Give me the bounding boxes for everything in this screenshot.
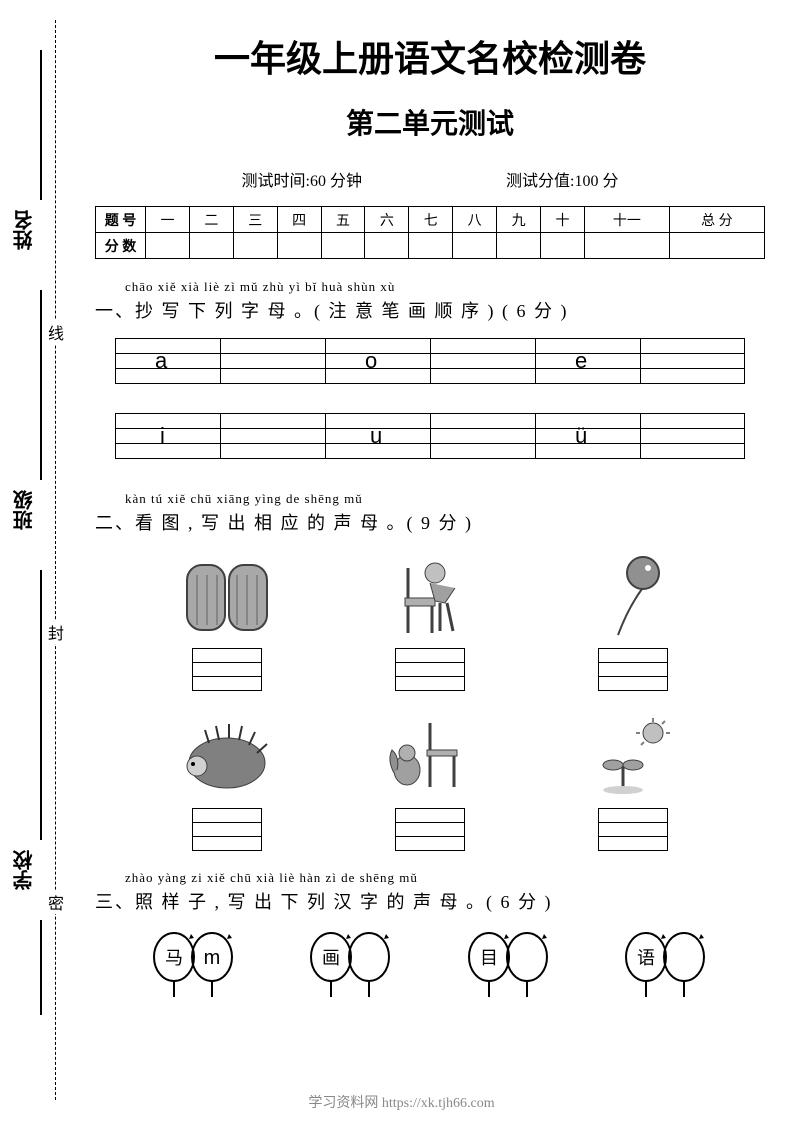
sub-title: 第二单元测试 (95, 102, 765, 142)
hedgehog-icon (177, 710, 277, 800)
answer-box[interactable] (395, 648, 465, 690)
q3-heading: 三、照 样 子 , 写 出 下 列 汉 字 的 声 母 。( 6 分 ) (95, 888, 765, 914)
q2-image-row-2 (125, 710, 735, 850)
answer-box[interactable] (192, 808, 262, 850)
letter-o: o (365, 348, 377, 374)
col-3: 三 (233, 207, 277, 233)
letter-u: u (370, 423, 382, 449)
table-header-row: 题 号 一 二 三 四 五 六 七 八 九 十 十一 总 分 (96, 207, 765, 233)
main-title: 一年级上册语文名校检测卷 (95, 30, 765, 82)
balloon-pair: 语 (621, 929, 711, 999)
balloon-letter: m (203, 947, 220, 969)
col-10: 十 (541, 207, 585, 233)
time-label: 测试时间:60 分钟 (242, 167, 362, 191)
four-line-row[interactable]: i u ü (115, 413, 745, 458)
balloon-stick-icon (583, 550, 683, 640)
balloon-char: 目 (480, 948, 498, 968)
seal-dashed-line (55, 20, 56, 1100)
letter-a: a (155, 348, 167, 374)
col-8: 八 (453, 207, 497, 233)
q1-pinyin: chāo xiě xià liè zì mǔ zhù yì bǐ huà shù… (95, 279, 765, 295)
q2-image-row-1 (125, 550, 735, 690)
col-total: 总 分 (669, 207, 764, 233)
score-cell[interactable] (584, 233, 669, 259)
letter-v: ü (575, 423, 587, 449)
squirrel-chair-icon (380, 710, 480, 800)
side-line-4 (40, 920, 42, 1015)
balloon-char: 语 (637, 948, 655, 968)
answer-box[interactable] (598, 648, 668, 690)
seal-char-feng: 封 (48, 620, 64, 644)
score-cell[interactable] (669, 233, 764, 259)
q3-pinyin: zhào yàng zi xiě chū xià liè hàn zì de s… (95, 870, 765, 886)
q1-grid-row2: i u ü (115, 413, 745, 458)
seal-char-xian: 线 (48, 320, 64, 344)
q3-balloon-row: 马 m 画 (115, 929, 745, 999)
balloon-char: 画 (322, 948, 340, 968)
balloon-char: 马 (165, 948, 183, 968)
score-cell[interactable] (497, 233, 541, 259)
content-area: 一年级上册语文名校检测卷 第二单元测试 测试时间:60 分钟 测试分值:100 … (75, 0, 785, 999)
q2-heading: 二、看 图 , 写 出 相 应 的 声 母 。( 9 分 ) (95, 509, 765, 535)
score-cell[interactable] (233, 233, 277, 259)
letter-i: i (160, 423, 165, 449)
col-9: 九 (497, 207, 541, 233)
image-item (360, 550, 500, 690)
score-cell[interactable] (541, 233, 585, 259)
q1-heading: 一、抄 写 下 列 字 母 。( 注 意 笔 画 顺 序 ) ( 6 分 ) (95, 297, 765, 323)
four-line-row[interactable]: a o e (115, 338, 745, 383)
balloon-pair-svg[interactable]: 语 (621, 929, 711, 999)
answer-box[interactable] (598, 808, 668, 850)
chair-boy-icon (380, 550, 480, 640)
score-cell[interactable] (409, 233, 453, 259)
score-label: 测试分值:100 分 (506, 167, 618, 191)
side-line-1 (40, 50, 42, 200)
balloon-pair-svg[interactable]: 画 (306, 929, 396, 999)
image-item (360, 710, 500, 850)
score-cell[interactable] (146, 233, 190, 259)
image-item (157, 710, 297, 850)
score-cell[interactable] (453, 233, 497, 259)
score-row-label: 分 数 (96, 233, 146, 259)
name-label: 姓名 (10, 210, 39, 250)
answer-box[interactable] (395, 808, 465, 850)
image-item (563, 710, 703, 850)
sun-sprout-icon (583, 710, 683, 800)
col-7: 七 (409, 207, 453, 233)
gate-door-icon (177, 550, 277, 640)
score-cell[interactable] (321, 233, 365, 259)
col-1: 一 (146, 207, 190, 233)
balloon-pair: 目 (464, 929, 554, 999)
balloon-pair: 马 m (149, 929, 239, 999)
score-table: 题 号 一 二 三 四 五 六 七 八 九 十 十一 总 分 分 数 (95, 206, 765, 259)
col-6: 六 (365, 207, 409, 233)
score-cell[interactable] (365, 233, 409, 259)
col-11: 十一 (584, 207, 669, 233)
seal-char-mi: 密 (48, 890, 64, 914)
col-5: 五 (321, 207, 365, 233)
col-4: 四 (277, 207, 321, 233)
row-label-cell: 题 号 (96, 207, 146, 233)
side-line-2 (40, 290, 42, 480)
balloon-pair: 画 (306, 929, 396, 999)
balloon-pair-svg: 马 m (149, 929, 239, 999)
sidebar: 姓名 班级 学校 线 封 密 (0, 0, 65, 1000)
side-line-3 (40, 570, 42, 840)
answer-box[interactable] (192, 648, 262, 690)
class-label: 班级 (10, 490, 39, 530)
balloon-pair-svg[interactable]: 目 (464, 929, 554, 999)
score-cell[interactable] (189, 233, 233, 259)
q2-pinyin: kàn tú xiě chū xiāng yìng de shēng mǔ (95, 491, 765, 507)
test-page: 姓名 班级 学校 线 封 密 一年级上册语文名校检测卷 第二单元测试 测试时间:… (0, 0, 803, 1122)
school-label: 学校 (10, 850, 39, 890)
letter-e: e (575, 348, 587, 374)
col-2: 二 (189, 207, 233, 233)
image-item (157, 550, 297, 690)
table-score-row: 分 数 (96, 233, 765, 259)
score-cell[interactable] (277, 233, 321, 259)
meta-row: 测试时间:60 分钟 测试分值:100 分 (95, 167, 765, 191)
q1-grid-row1: a o e (115, 338, 745, 383)
image-item (563, 550, 703, 690)
footer-link: 学习资料网 https://xk.tjh66.com (308, 1092, 494, 1112)
